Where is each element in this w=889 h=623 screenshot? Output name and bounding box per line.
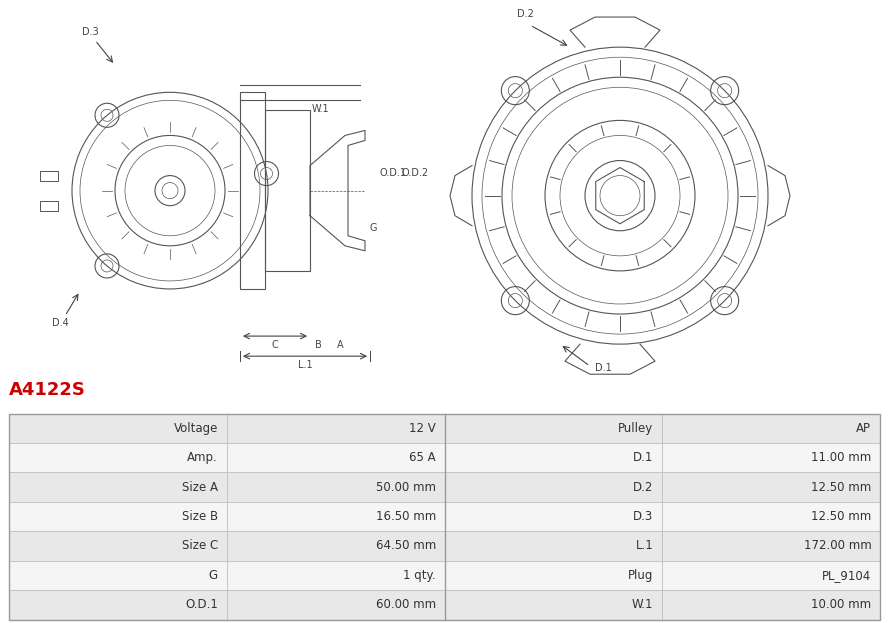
Text: B: B bbox=[315, 340, 322, 350]
Text: D.2: D.2 bbox=[517, 9, 533, 19]
Bar bbox=[662, 443, 880, 472]
Text: AP: AP bbox=[856, 422, 871, 435]
Bar bbox=[227, 561, 444, 590]
Text: 172.00 mm: 172.00 mm bbox=[804, 540, 871, 553]
Text: 12.50 mm: 12.50 mm bbox=[811, 510, 871, 523]
Text: W.1: W.1 bbox=[632, 598, 653, 611]
Text: O.D.1: O.D.1 bbox=[380, 168, 407, 178]
Text: 12 V: 12 V bbox=[409, 422, 436, 435]
Text: 11.00 mm: 11.00 mm bbox=[811, 451, 871, 464]
Text: 50.00 mm: 50.00 mm bbox=[376, 481, 436, 493]
Text: A: A bbox=[337, 340, 343, 350]
Bar bbox=[265, 110, 310, 271]
Bar bbox=[662, 502, 880, 531]
Bar bbox=[227, 531, 444, 561]
Text: 10.00 mm: 10.00 mm bbox=[812, 598, 871, 611]
Text: A4122S: A4122S bbox=[9, 381, 85, 399]
Text: 60.00 mm: 60.00 mm bbox=[376, 598, 436, 611]
Text: Voltage: Voltage bbox=[173, 422, 218, 435]
Text: W.1: W.1 bbox=[311, 105, 329, 115]
Bar bbox=[9, 502, 227, 531]
Bar bbox=[662, 531, 880, 561]
Text: 12.50 mm: 12.50 mm bbox=[811, 481, 871, 493]
Bar bbox=[227, 502, 444, 531]
Text: D.3: D.3 bbox=[633, 510, 653, 523]
Text: Size C: Size C bbox=[181, 540, 218, 553]
Bar bbox=[40, 201, 58, 211]
Bar bbox=[662, 561, 880, 590]
Text: 65 A: 65 A bbox=[409, 451, 436, 464]
Text: Plug: Plug bbox=[629, 569, 653, 582]
Text: D.2: D.2 bbox=[633, 481, 653, 493]
Bar bbox=[9, 561, 227, 590]
Text: D.1: D.1 bbox=[595, 363, 612, 373]
Text: Size A: Size A bbox=[182, 481, 218, 493]
Bar bbox=[9, 590, 227, 619]
Bar bbox=[444, 443, 662, 472]
Text: O.D.1: O.D.1 bbox=[185, 598, 218, 611]
Bar bbox=[444, 472, 662, 502]
Text: O.D.2: O.D.2 bbox=[402, 168, 429, 178]
Bar bbox=[444, 414, 662, 443]
Text: 1 qty.: 1 qty. bbox=[404, 569, 436, 582]
Bar bbox=[662, 472, 880, 502]
Bar bbox=[444, 590, 662, 619]
Text: L.1: L.1 bbox=[636, 540, 653, 553]
Bar bbox=[227, 414, 444, 443]
Text: PL_9104: PL_9104 bbox=[822, 569, 871, 582]
Text: D.4: D.4 bbox=[52, 318, 68, 328]
Bar bbox=[444, 561, 662, 590]
Bar bbox=[227, 443, 444, 472]
Bar bbox=[227, 590, 444, 619]
Bar bbox=[240, 92, 265, 289]
Text: G: G bbox=[370, 223, 378, 233]
Bar bbox=[40, 171, 58, 181]
Text: L.1: L.1 bbox=[298, 360, 312, 370]
Bar bbox=[227, 472, 444, 502]
Bar bbox=[9, 531, 227, 561]
Bar bbox=[9, 472, 227, 502]
Text: Size B: Size B bbox=[182, 510, 218, 523]
Bar bbox=[9, 414, 880, 619]
Text: C: C bbox=[272, 340, 278, 350]
Bar bbox=[9, 414, 227, 443]
Text: D.3: D.3 bbox=[82, 27, 99, 37]
Bar bbox=[444, 502, 662, 531]
Text: 64.50 mm: 64.50 mm bbox=[375, 540, 436, 553]
Text: G: G bbox=[209, 569, 218, 582]
Text: Amp.: Amp. bbox=[188, 451, 218, 464]
Text: Pulley: Pulley bbox=[619, 422, 653, 435]
Bar bbox=[9, 443, 227, 472]
Text: D.1: D.1 bbox=[633, 451, 653, 464]
Text: 16.50 mm: 16.50 mm bbox=[375, 510, 436, 523]
Bar bbox=[662, 414, 880, 443]
Bar bbox=[662, 590, 880, 619]
Bar bbox=[444, 531, 662, 561]
